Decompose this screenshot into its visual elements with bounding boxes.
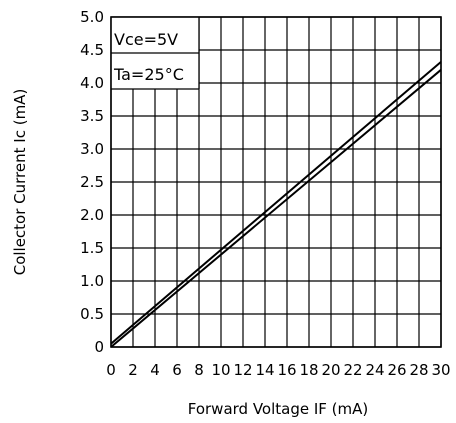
y-tick-label: 1.5 bbox=[80, 239, 104, 257]
x-tick-label: 30 bbox=[431, 361, 450, 379]
y-tick-label: 3.0 bbox=[80, 140, 104, 158]
x-tick-label: 14 bbox=[255, 361, 274, 379]
series-line bbox=[110, 61, 442, 345]
x-tick-label: 20 bbox=[321, 361, 340, 379]
x-tick-label: 18 bbox=[299, 361, 318, 379]
x-tick-label: 22 bbox=[343, 361, 362, 379]
x-tick-label: 24 bbox=[365, 361, 384, 379]
x-tick-labels: 0 2 4 6 8 10 12 14 16 18 20 22 24 26 28 30 bbox=[106, 361, 450, 379]
series-group bbox=[110, 61, 442, 348]
x-tick-label: 28 bbox=[409, 361, 428, 379]
plot-frame bbox=[110, 16, 442, 348]
x-tick-label: 16 bbox=[277, 361, 296, 379]
y-tick-label: 2.0 bbox=[80, 206, 104, 224]
y-tick-label: 3.5 bbox=[80, 107, 104, 125]
y-tick-labels: 0 0.5 1.0 1.5 2.0 2.5 3.0 3.5 4.0 4.5 5.0 bbox=[80, 8, 104, 356]
y-tick-label: 0 bbox=[94, 338, 104, 356]
x-tick-label: 10 bbox=[211, 361, 230, 379]
annotation-vce: Vce=5V bbox=[114, 30, 178, 49]
x-tick-label: 6 bbox=[172, 361, 182, 379]
x-tick-label: 0 bbox=[106, 361, 116, 379]
y-tick-label: 5.0 bbox=[80, 8, 104, 26]
y-axis-label: Collector Current Ic (mA) bbox=[11, 89, 29, 276]
y-tick-label: 2.5 bbox=[80, 173, 104, 191]
y-tick-label: 0.5 bbox=[80, 305, 104, 323]
x-tick-label: 12 bbox=[233, 361, 252, 379]
x-tick-label: 26 bbox=[387, 361, 406, 379]
x-axis-label: Forward Voltage IF (mA) bbox=[188, 400, 369, 418]
series-line bbox=[110, 69, 442, 348]
x-tick-label: 2 bbox=[128, 361, 138, 379]
y-tick-label: 4.5 bbox=[80, 41, 104, 59]
grid bbox=[110, 16, 442, 348]
x-tick-label: 4 bbox=[150, 361, 160, 379]
y-tick-label: 1.0 bbox=[80, 272, 104, 290]
annotation-ta: Ta=25°C bbox=[113, 65, 184, 84]
x-tick-label: 8 bbox=[194, 361, 204, 379]
y-tick-label: 4.0 bbox=[80, 74, 104, 92]
